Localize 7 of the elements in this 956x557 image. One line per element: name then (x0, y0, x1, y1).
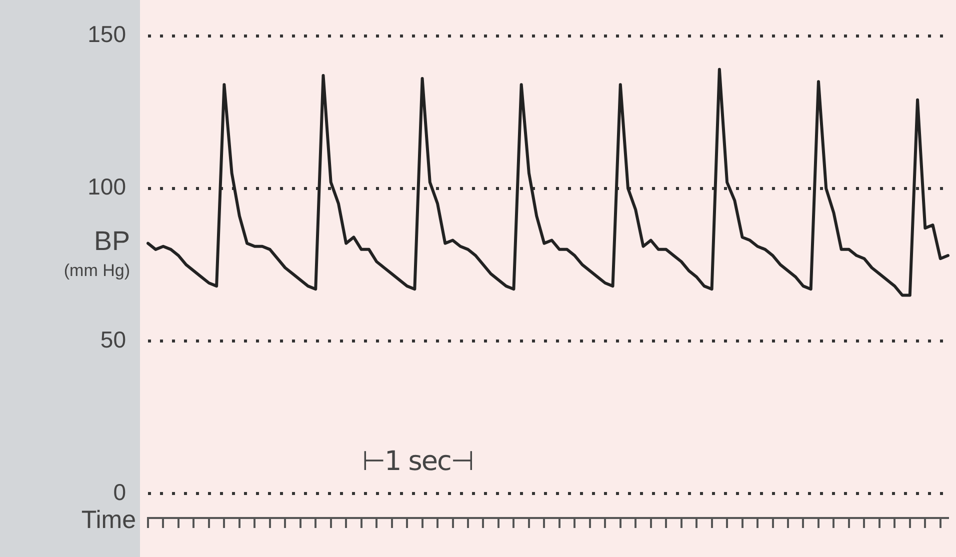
x-axis-title: Time (81, 506, 136, 535)
y-tick-label: 150 (88, 21, 126, 48)
y-axis-title: BP (mm Hg) (62, 226, 130, 282)
y-tick-label: 50 (100, 326, 126, 352)
y-tick-label: 0 (113, 478, 126, 505)
y-tick-label: 100 (88, 174, 126, 200)
annotation: ⊢1 sec⊣ (362, 446, 474, 477)
